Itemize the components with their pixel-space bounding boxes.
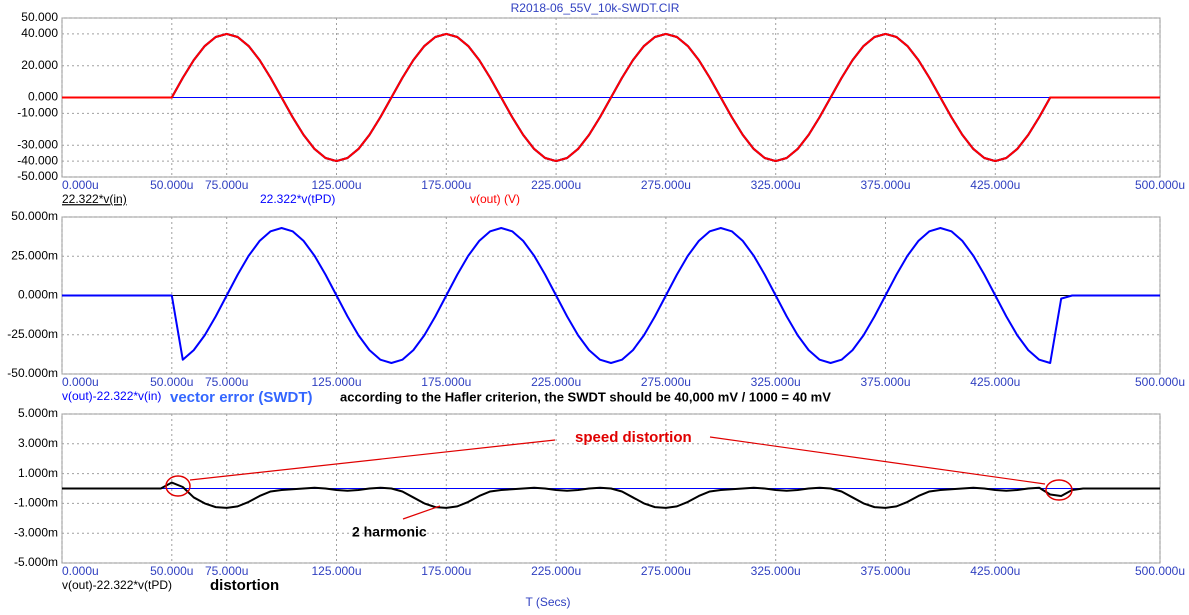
x-tick-label: 325.000u — [751, 564, 801, 578]
x-tick-label: 425.000u — [970, 564, 1020, 578]
legend-entry: v(out)-22.322*v(tPD) — [62, 578, 172, 592]
x-tick-label: 225.000u — [531, 375, 581, 389]
pointer-line — [189, 439, 556, 481]
x-tick-label: 275.000u — [641, 375, 691, 389]
y-tick-label: -10.000 — [17, 106, 58, 120]
y-tick-label: 0.000 — [28, 90, 58, 104]
y-tick-label: -25.000m — [7, 327, 58, 341]
annotation-markers — [165, 436, 1073, 520]
x-tick-label: 175.000u — [421, 375, 471, 389]
y-tick-label: 50.000 — [21, 10, 58, 24]
x-tick-label: 175.000u — [421, 178, 471, 192]
highlight-circle — [1045, 479, 1073, 501]
x-tick-label: 425.000u — [970, 375, 1020, 389]
legend-entry: v(out) (V) — [470, 192, 520, 206]
x-tick-label: 425.000u — [970, 178, 1020, 192]
x-tick-label: 275.000u — [641, 564, 691, 578]
annotation: according to the Hafler criterion, the S… — [340, 389, 831, 404]
x-tick-label: 500.000u — [1135, 564, 1185, 578]
x-tick-label: 50.000u — [150, 564, 193, 578]
series-line — [62, 481, 1160, 509]
y-tick-label: 0.000m — [18, 288, 58, 302]
x-tick-label: 0.000u — [62, 564, 99, 578]
pointer-line — [402, 505, 441, 520]
x-tick-label: 375.000u — [860, 564, 910, 578]
y-tick-label: -40.000 — [17, 153, 58, 167]
highlight-circle — [165, 475, 191, 497]
x-tick-label: 225.000u — [531, 178, 581, 192]
y-tick-label: -50.000m — [7, 366, 58, 380]
x-tick-label: 175.000u — [421, 564, 471, 578]
x-tick-label: 500.000u — [1135, 178, 1185, 192]
y-tick-label: 5.000m — [18, 406, 58, 420]
series-line — [62, 226, 1160, 365]
chart-title: R2018-06_55V_10k-SWDT.CIR — [511, 1, 680, 15]
annotation: vector error (SWDT) — [170, 389, 313, 406]
annotation: speed distortion — [575, 429, 692, 446]
x-tick-label: 50.000u — [150, 178, 193, 192]
x-tick-label: 75.000u — [205, 178, 248, 192]
legend-entry: 22.322*v(tPD) — [260, 192, 335, 206]
y-tick-label: 25.000m — [11, 248, 58, 262]
x-tick-label: 75.000u — [205, 375, 248, 389]
y-tick-label: 20.000 — [21, 58, 58, 72]
x-tick-label: 325.000u — [751, 178, 801, 192]
x-tick-label: 325.000u — [751, 375, 801, 389]
y-tick-label: -3.000m — [14, 525, 58, 539]
legend-entry: v(out)-22.322*v(in) — [62, 389, 161, 403]
y-tick-label: -5.000m — [14, 555, 58, 569]
annotation: distortion — [210, 577, 279, 594]
x-tick-label: 0.000u — [62, 375, 99, 389]
x-tick-label: 125.000u — [311, 375, 361, 389]
x-axis-label: T (Secs) — [525, 595, 570, 609]
y-tick-label: 40.000 — [21, 26, 58, 40]
x-tick-label: 125.000u — [311, 564, 361, 578]
x-tick-label: 375.000u — [860, 178, 910, 192]
x-tick-label: 50.000u — [150, 375, 193, 389]
x-tick-label: 75.000u — [205, 564, 248, 578]
series-line — [62, 32, 1160, 163]
pointer-line — [709, 436, 1046, 485]
y-tick-label: -30.000 — [17, 137, 58, 151]
x-tick-label: 0.000u — [62, 178, 99, 192]
x-tick-label: 225.000u — [531, 564, 581, 578]
x-tick-label: 375.000u — [860, 375, 910, 389]
y-tick-label: 1.000m — [18, 466, 58, 480]
x-tick-label: 125.000u — [311, 178, 361, 192]
x-tick-label: 500.000u — [1135, 375, 1185, 389]
y-tick-label: 3.000m — [18, 436, 58, 450]
annotation: 2 harmonic — [352, 524, 427, 540]
y-tick-label: -1.000m — [14, 496, 58, 510]
y-tick-label: 50.000m — [11, 209, 58, 223]
legend-entry: 22.322*v(in) — [62, 192, 127, 206]
y-tick-label: -50.000 — [17, 169, 58, 183]
x-tick-label: 275.000u — [641, 178, 691, 192]
